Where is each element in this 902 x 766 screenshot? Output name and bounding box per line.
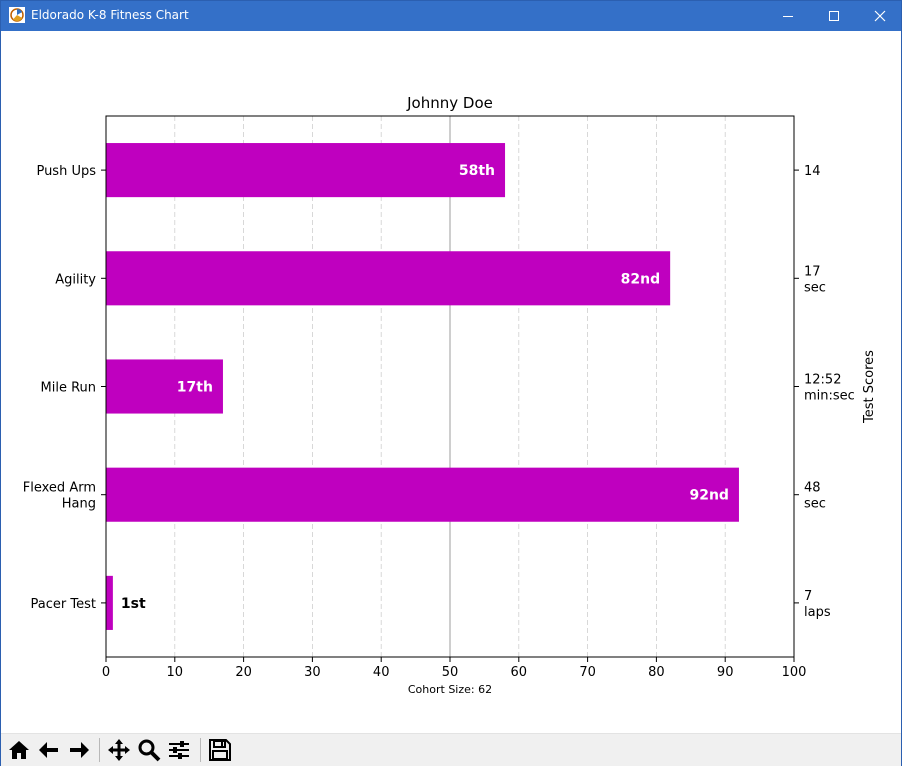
bar [106, 251, 671, 306]
back-icon [39, 742, 58, 758]
rank-label: 92nd [689, 488, 728, 504]
category-label: Pacer Test [31, 597, 96, 612]
category-label: Mile Run [41, 381, 97, 396]
bar [106, 575, 113, 630]
pan-icon [108, 739, 130, 761]
home-button[interactable] [5, 736, 33, 764]
x-tick-label: 80 [648, 665, 665, 680]
x-tick-label: 10 [167, 665, 184, 680]
score-label: 48 sec [804, 481, 826, 512]
app-icon [9, 7, 25, 23]
x-axis-label: Cohort Size: 62 [408, 683, 492, 696]
toolbar-separator [200, 738, 201, 762]
rank-label: 82nd [621, 271, 660, 287]
forward-button[interactable] [65, 736, 93, 764]
configure-subplots-button[interactable] [165, 736, 193, 764]
save-button[interactable] [206, 736, 234, 764]
category-label: Agility [55, 272, 96, 287]
x-tick-label: 90 [717, 665, 734, 680]
minimize-icon [783, 16, 793, 17]
x-tick-label: 30 [304, 665, 321, 680]
zoom-icon [138, 739, 161, 762]
chart-title: Johnny Doe [406, 94, 493, 112]
category-label: Flexed Arm Hang [23, 481, 96, 512]
maximize-icon [829, 11, 839, 21]
configure-subplots-icon [169, 741, 189, 759]
maximize-button[interactable] [811, 1, 857, 31]
save-icon [209, 739, 231, 761]
right-axis-label: Test Scores [862, 350, 877, 424]
score-label: 7 laps [804, 589, 831, 620]
score-label: 14 [804, 164, 821, 179]
x-tick-label: 40 [373, 665, 390, 680]
bar [106, 467, 739, 522]
zoom-button[interactable] [135, 736, 163, 764]
home-icon [9, 741, 29, 759]
toolbar-separator [99, 738, 100, 762]
rank-label: 58th [459, 163, 495, 179]
close-icon [874, 10, 886, 22]
category-label: Push Ups [36, 164, 96, 179]
close-button[interactable] [857, 1, 902, 31]
score-label: 17 sec [804, 264, 826, 295]
rank-label: 1st [121, 596, 146, 612]
x-tick-label: 100 [782, 665, 807, 680]
x-tick-label: 0 [102, 665, 110, 680]
rank-label: 17th [177, 380, 213, 396]
minimize-button[interactable] [765, 1, 811, 31]
title-bar: Eldorado K-8 Fitness Chart [1, 1, 901, 31]
forward-icon [70, 742, 89, 758]
x-tick-label: 50 [442, 665, 459, 680]
x-tick-label: 20 [235, 665, 252, 680]
x-tick-label: 60 [511, 665, 528, 680]
figure-canvas[interactable]: 1st 92nd 17th 82nd 58th 0 10 20 30 40 50 60 70 80 90 10… [1, 31, 901, 733]
back-button[interactable] [35, 736, 63, 764]
pan-button[interactable] [105, 736, 133, 764]
score-label: 12:52 min:sec [804, 373, 855, 404]
navigation-toolbar [1, 733, 901, 766]
bar [106, 359, 223, 414]
fitness-chart: 1st 92nd 17th 82nd 58th 0 10 20 30 40 50 60 70 80 90 10… [23, 94, 877, 696]
window-title: Eldorado K-8 Fitness Chart [31, 8, 189, 22]
bar [106, 143, 506, 198]
x-tick-label: 70 [579, 665, 596, 680]
